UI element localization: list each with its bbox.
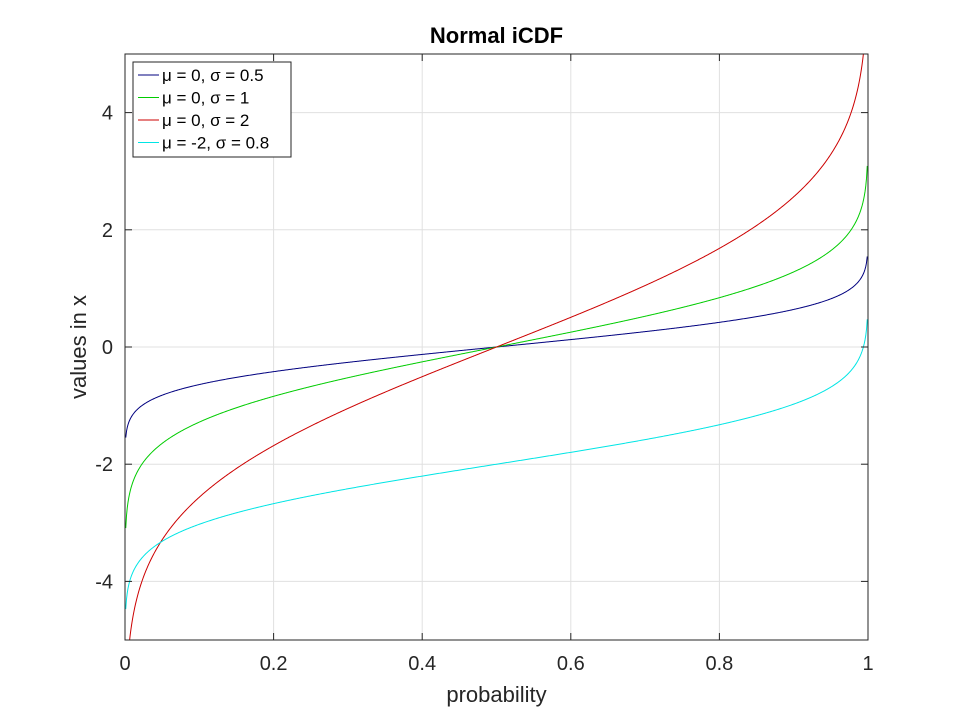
legend-entry-label: μ = 0, σ = 1 <box>162 89 249 108</box>
series-line-4 <box>125 319 868 610</box>
legend-entry-label: μ = 0, σ = 2 <box>162 111 249 130</box>
ticks: 0 0.2 0.4 0.6 0.8 1 -4 -2 0 2 4 <box>95 54 874 675</box>
y-tick-label: 0 <box>102 337 113 359</box>
y-tick-label: 4 <box>102 103 113 125</box>
x-tick-label: 0.2 <box>260 653 288 675</box>
y-tick-label: -2 <box>95 454 113 476</box>
x-tick-label: 0 <box>119 653 130 675</box>
y-tick-label: 2 <box>102 220 113 242</box>
series-layer <box>125 54 868 640</box>
x-tick-label: 0.6 <box>557 653 585 675</box>
y-axis-label: values in x <box>66 295 91 399</box>
series-line-3 <box>129 54 864 640</box>
x-tick-label: 1 <box>862 653 873 675</box>
legend-entry-label: μ = 0, σ = 0.5 <box>162 66 264 85</box>
chart-title: Normal iCDF <box>430 23 563 48</box>
legend: μ = 0, σ = 0.5 μ = 0, σ = 1 μ = 0, σ = 2 μ … <box>132 61 292 158</box>
grid <box>124 54 869 640</box>
x-tick-label: 0.8 <box>705 653 733 675</box>
x-axis-label: probability <box>446 682 546 707</box>
x-tick-label: 0.4 <box>408 653 436 675</box>
legend-entry-label: μ = -2, σ = 0.8 <box>162 134 269 153</box>
y-tick-label: -4 <box>95 571 113 593</box>
legend-box <box>132 61 292 158</box>
